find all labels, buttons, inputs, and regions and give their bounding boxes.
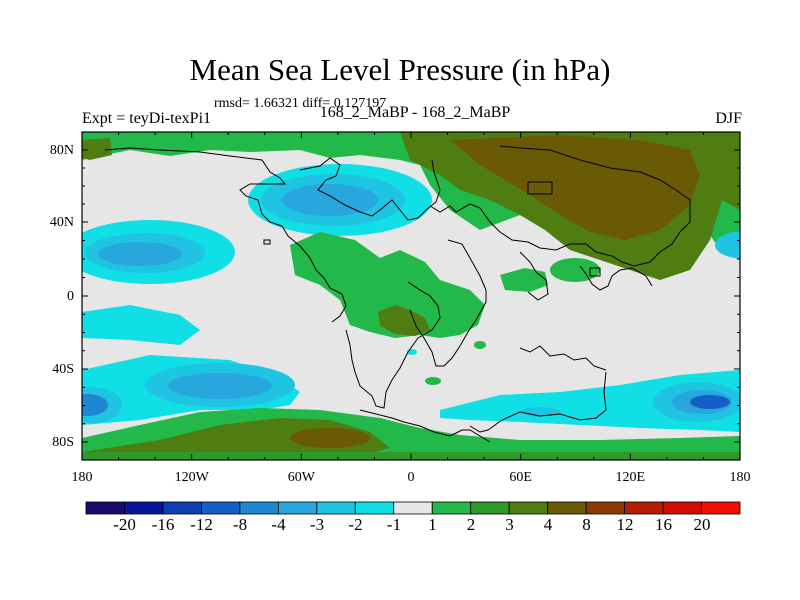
colorbar-label: -16 bbox=[152, 515, 175, 534]
colorbar-labels: -20 -16 -12 -8 -4 -3 -2 -1 1 2 3 4 8 12 … bbox=[113, 515, 710, 534]
case-label: 168_2_MaBP - 168_2_MaBP bbox=[319, 104, 511, 121]
colorbar-label: 8 bbox=[582, 515, 591, 534]
y-tick-label: 80N bbox=[50, 143, 74, 158]
y-tick-label: 40N bbox=[50, 215, 74, 230]
stats-text: rmsd= 1.66321 diff= 0.127197 bbox=[214, 96, 387, 111]
colorbar-label: -3 bbox=[310, 515, 324, 534]
field-pacific-low-3 bbox=[98, 242, 182, 266]
coast-australia bbox=[469, 371, 607, 433]
season-label: DJF bbox=[715, 110, 742, 127]
colorbar-label: -8 bbox=[233, 515, 247, 534]
colorbar-label: 20 bbox=[694, 515, 711, 534]
coast-greenland bbox=[299, 157, 441, 221]
colorbar-box bbox=[162, 501, 202, 515]
axis-ticks bbox=[81, 132, 741, 460]
colorbar-label: 3 bbox=[505, 515, 514, 534]
field-antarctic-3 bbox=[82, 418, 390, 460]
field-antarctic-4 bbox=[290, 428, 370, 448]
x-tick-label: 180 bbox=[72, 470, 93, 485]
field-north-band-4 bbox=[450, 135, 700, 240]
colorbar-box bbox=[354, 501, 395, 515]
coast-island-2 bbox=[263, 239, 271, 245]
field-continent-positive bbox=[290, 232, 485, 338]
x-tick-label: 60E bbox=[509, 470, 532, 485]
colorbar-label: 4 bbox=[544, 515, 553, 534]
coast-indonesia bbox=[519, 345, 607, 371]
colorbar-label: 12 bbox=[617, 515, 634, 534]
colorbar-box bbox=[624, 501, 664, 515]
field-equatorial-low bbox=[82, 305, 200, 345]
field-small-blob-1 bbox=[474, 341, 486, 349]
experiment-label: Expt = teyDi-texPi1 bbox=[82, 110, 212, 127]
x-tick-label: 180 bbox=[730, 470, 751, 485]
field-southern-low-east bbox=[440, 370, 740, 432]
field-east-lobe bbox=[715, 231, 740, 259]
coast-south-america bbox=[345, 281, 441, 409]
colorbar-box bbox=[316, 501, 356, 515]
colorbar-label: 1 bbox=[428, 515, 437, 534]
x-tick-labels: 180 120W 60W 0 60E 120E 180 bbox=[72, 470, 751, 485]
colorbar-box bbox=[662, 501, 702, 515]
x-tick-label: 120E bbox=[616, 470, 646, 485]
colorbar-box bbox=[124, 501, 164, 515]
coast-se-asia bbox=[579, 265, 653, 291]
colorbar-box bbox=[585, 501, 625, 515]
colorbar-label: -2 bbox=[348, 515, 362, 534]
colorbar-box bbox=[277, 501, 318, 515]
x-tick-label: 60W bbox=[288, 470, 316, 485]
colorbar-box bbox=[701, 501, 741, 515]
coast-island-1 bbox=[527, 181, 553, 195]
field-southern-low-east-4 bbox=[690, 395, 730, 409]
y-tick-label: 0 bbox=[67, 289, 74, 304]
colorbar-box bbox=[239, 501, 279, 515]
field-atlantic-low-3 bbox=[282, 184, 378, 216]
coast-island-3 bbox=[589, 267, 601, 277]
coast-north-america bbox=[104, 147, 347, 323]
field-southern-low-left-2 bbox=[82, 394, 108, 416]
coast-africa bbox=[409, 239, 487, 367]
chart-title: Mean Sea Level Pressure (in hPa) bbox=[189, 52, 611, 87]
field-india-positive bbox=[500, 268, 548, 292]
y-tick-labels: 80N 40N 0 40S 80S bbox=[50, 143, 74, 450]
coast-europe-asia bbox=[429, 145, 691, 267]
x-tick-label: 0 bbox=[408, 470, 415, 485]
field-north-edge-left bbox=[82, 138, 112, 160]
colorbar bbox=[85, 501, 741, 515]
colorbar-label: 2 bbox=[467, 515, 476, 534]
coast-antarctica bbox=[359, 409, 491, 443]
field-asia-positive bbox=[550, 258, 600, 282]
colorbar-label: -1 bbox=[387, 515, 401, 534]
colorbar-label: -4 bbox=[271, 515, 286, 534]
field-small-blob-2 bbox=[425, 377, 441, 385]
colorbar-box bbox=[470, 501, 510, 515]
coastlines bbox=[104, 145, 691, 443]
y-tick-label: 40S bbox=[52, 362, 74, 377]
colorbar-box bbox=[431, 501, 472, 515]
colorbar-label: -20 bbox=[113, 515, 136, 534]
colorbar-box bbox=[85, 501, 125, 515]
coast-arabia bbox=[519, 251, 549, 301]
x-tick-label: 120W bbox=[175, 470, 210, 485]
field-southern-low-3 bbox=[168, 373, 272, 399]
colorbar-box bbox=[201, 501, 241, 515]
map-field bbox=[82, 132, 740, 460]
colorbar-label: 16 bbox=[655, 515, 672, 534]
colorbar-label: -12 bbox=[190, 515, 213, 534]
colorbar-box bbox=[393, 501, 433, 515]
y-tick-label: 80S bbox=[52, 435, 74, 450]
colorbar-box bbox=[508, 501, 549, 515]
colorbar-box bbox=[547, 501, 587, 515]
